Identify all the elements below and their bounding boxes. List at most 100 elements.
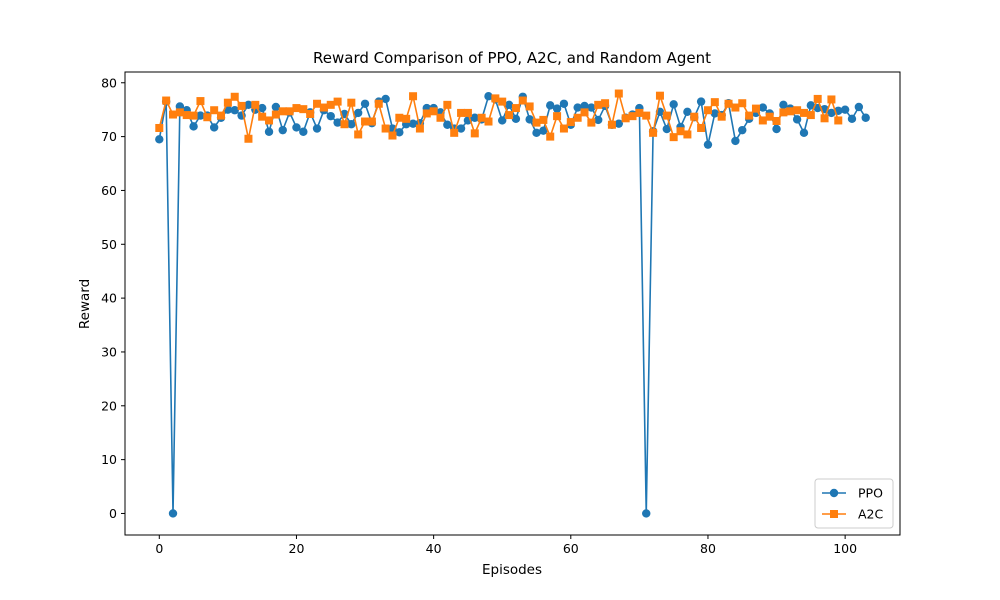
ppo-point — [271, 102, 281, 112]
a2c-point — [594, 100, 603, 109]
a2c-point — [779, 108, 788, 117]
a2c-point — [217, 111, 226, 120]
a2c-point — [415, 124, 424, 133]
ppo-point — [573, 103, 582, 112]
ppo-point — [559, 99, 569, 108]
ppo-point — [669, 100, 678, 109]
ppo-point — [703, 140, 713, 149]
a2c-point — [655, 91, 664, 100]
a2c-point — [402, 114, 411, 123]
a2c-point — [607, 120, 616, 129]
a2c-point — [566, 118, 575, 127]
a2c-point — [724, 99, 733, 108]
a2c-point — [443, 100, 452, 109]
a2c-point — [361, 117, 370, 126]
ppo-point — [443, 120, 452, 129]
ppo-point — [353, 108, 363, 118]
legend-label-a2c: A2C — [858, 507, 884, 522]
a2c-point — [292, 104, 301, 113]
ppo-point — [498, 116, 507, 125]
y-tick-label: 30 — [101, 344, 117, 359]
a2c-point — [155, 123, 164, 132]
ppo-point — [861, 113, 870, 122]
ppo-point — [257, 103, 267, 113]
a2c-point — [793, 106, 802, 115]
a2c-point — [532, 118, 541, 127]
ppo-point — [546, 101, 555, 110]
a2c-point — [703, 106, 712, 115]
ppo-point — [696, 97, 706, 106]
a2c-point — [772, 116, 781, 125]
a2c-point — [175, 108, 184, 117]
ppo-point — [395, 128, 404, 137]
a2c-point — [559, 124, 568, 133]
a2c-point — [601, 99, 610, 108]
x-axis-label: Episodes — [482, 562, 542, 578]
a2c-point — [285, 107, 294, 116]
ppo-point — [792, 115, 802, 124]
a2c-point — [258, 112, 267, 121]
y-axis-label: Reward — [77, 279, 93, 329]
a2c-point — [271, 110, 280, 119]
y-tick-label: 20 — [101, 398, 117, 413]
ppo-point — [299, 127, 308, 136]
a2c-point — [539, 115, 548, 124]
plot-frame — [124, 71, 901, 536]
a2c-point — [429, 107, 438, 116]
a2c-point — [642, 111, 651, 120]
a2c-point — [326, 100, 335, 109]
a2c-point — [697, 123, 706, 132]
ppo-point — [738, 125, 747, 135]
a2c-point — [491, 94, 500, 103]
ppo-point — [511, 114, 521, 124]
ppo-point — [539, 126, 548, 135]
a2c-point — [799, 108, 808, 117]
ppo-point — [244, 100, 253, 110]
a2c-point — [827, 95, 836, 104]
ppo-point — [333, 118, 342, 127]
a2c-point — [635, 108, 644, 117]
ppo-point — [155, 135, 164, 144]
x-tick-label: 60 — [563, 541, 579, 556]
ppo-point — [779, 100, 788, 110]
a2c-point — [477, 113, 486, 122]
a2c-point — [347, 98, 356, 107]
a2c-point — [820, 114, 829, 123]
ppo-point — [662, 124, 672, 134]
a2c-point — [244, 134, 253, 143]
x-tick-label: 80 — [700, 541, 716, 556]
y-tick-label: 40 — [101, 291, 117, 306]
ppo-point — [683, 107, 692, 117]
a2c-point — [388, 131, 397, 140]
ppo-point — [292, 123, 301, 132]
a2c-point — [319, 103, 328, 112]
x-tick-label: 40 — [426, 541, 442, 556]
ppo-point — [827, 108, 836, 118]
a2c-point — [306, 109, 315, 118]
ppo-point — [758, 103, 768, 112]
ppo-point — [772, 124, 781, 134]
a2c-point — [525, 102, 534, 111]
y-tick-label: 50 — [101, 237, 117, 252]
a2c-point — [484, 117, 493, 126]
ppo-point — [408, 119, 418, 128]
a2c-point — [374, 99, 383, 108]
a2c-point — [189, 111, 198, 120]
legend-marker-ppo — [829, 488, 839, 498]
a2c-point — [717, 112, 726, 121]
a2c-point — [669, 133, 678, 142]
a2c-point — [463, 108, 472, 117]
a2c-point — [813, 94, 822, 103]
ppo-point — [168, 509, 178, 518]
a2c-point — [806, 111, 815, 120]
a2c-point — [518, 96, 527, 105]
a2c-point — [395, 113, 404, 122]
a2c-point — [546, 132, 555, 141]
ppo-point — [594, 115, 603, 125]
a2c-point — [409, 92, 418, 101]
a2c-point — [628, 112, 637, 121]
x-tick-label: 100 — [833, 541, 857, 556]
y-tick-label: 60 — [101, 183, 117, 198]
plot-area — [155, 89, 870, 518]
a2c-point — [354, 130, 363, 139]
